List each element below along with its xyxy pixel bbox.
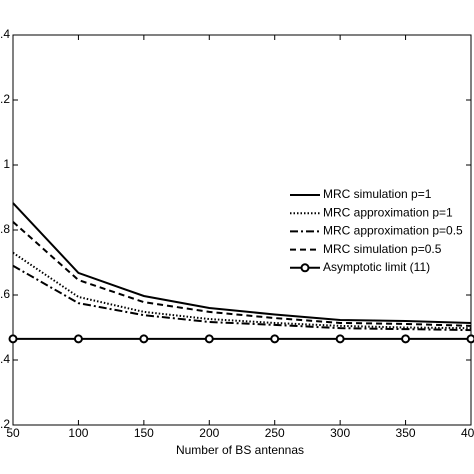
legend-label: Asymptotic limit (11) bbox=[323, 260, 430, 274]
legend-label: MRC approximation p=1 bbox=[323, 205, 453, 219]
series-marker bbox=[8, 334, 18, 344]
series-marker bbox=[139, 334, 149, 344]
series-marker bbox=[401, 334, 411, 344]
x-tick-label: 300 bbox=[330, 426, 350, 440]
legend-label: MRC approximation p=0.5 bbox=[323, 224, 463, 238]
x-tick-label: 250 bbox=[265, 426, 285, 440]
series-marker bbox=[73, 334, 83, 344]
x-tick-label: 100 bbox=[68, 426, 88, 440]
x-tick-label: 350 bbox=[396, 426, 416, 440]
series-line bbox=[12, 264, 472, 332]
series-line bbox=[12, 202, 472, 324]
y-tick-label: 0.2 bbox=[0, 417, 10, 431]
legend-label: MRC simulation p=0.5 bbox=[323, 242, 442, 256]
series-marker bbox=[335, 334, 345, 344]
series-line bbox=[12, 221, 472, 327]
x-tick-label: 400 bbox=[461, 426, 474, 440]
x-tick-label: 200 bbox=[199, 426, 219, 440]
series-marker bbox=[270, 334, 280, 344]
y-tick-label: 1.4 bbox=[0, 27, 10, 41]
y-tick-label: 0.6 bbox=[0, 287, 10, 301]
series-marker bbox=[466, 334, 474, 344]
x-tick-label: 50 bbox=[6, 426, 20, 440]
y-tick-label: 0.4 bbox=[0, 352, 10, 366]
x-axis-label: Number of BS antennas bbox=[176, 443, 304, 457]
x-tick-label: 150 bbox=[134, 426, 154, 440]
legend-marker bbox=[300, 263, 310, 273]
y-tick-label: 1 bbox=[3, 157, 10, 171]
y-tick-label: 1.2 bbox=[0, 92, 10, 106]
legend-label: MRC simulation p=1 bbox=[323, 187, 432, 201]
y-tick-label: 0.8 bbox=[0, 222, 10, 236]
series-marker bbox=[204, 334, 214, 344]
legend-box bbox=[284, 184, 471, 278]
